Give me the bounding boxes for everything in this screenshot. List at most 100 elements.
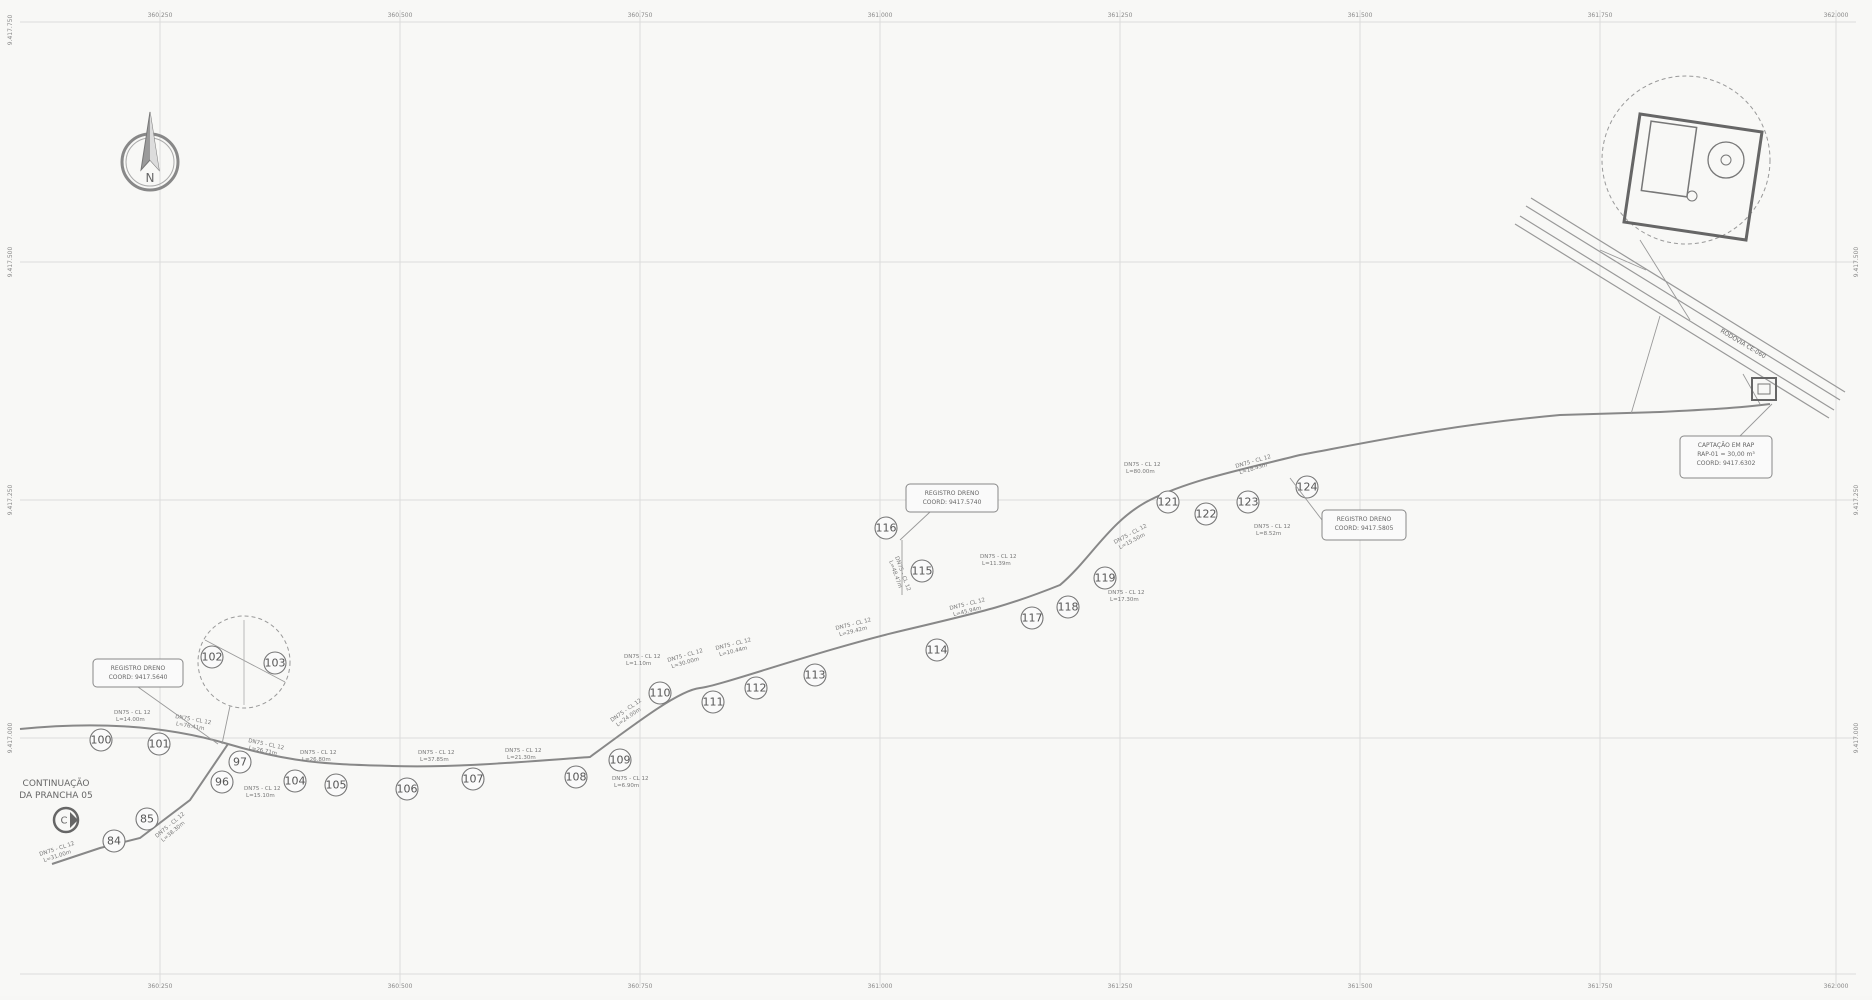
callout-text: CAPTAÇÃO EM RAP — [1698, 442, 1755, 449]
node-marker-118[interactable]: 118 — [1056, 595, 1080, 619]
node-label: 84 — [107, 835, 121, 848]
north-arrow-icon: N — [120, 111, 180, 192]
node-marker-111[interactable]: 111 — [701, 690, 725, 714]
top-coordinate-label: 360.250 — [148, 12, 173, 19]
node-marker-113[interactable]: 113 — [803, 663, 827, 687]
node-label: 117 — [1022, 612, 1043, 625]
top-coordinate-label: 360.750 — [628, 12, 653, 19]
node-marker-116[interactable]: 116 — [874, 516, 898, 540]
node-marker-109[interactable]: 109 — [608, 748, 632, 772]
pipe-segment-label: DN75 - CL 12L=8.52m — [1254, 524, 1290, 537]
pipe-segment-label: DN75 - CL 12L=76.41m — [175, 714, 212, 732]
pipe-segment-label: DN75 - CL 12L=18.43m — [1235, 454, 1272, 476]
callout-text: COORD: 9417.5740 — [923, 499, 982, 506]
right-coordinate-label: 9.417.500 — [1853, 247, 1860, 278]
continuation-letter: C — [61, 816, 68, 827]
pipe-segment-label: DN75 - CL 12L=26.80m — [300, 750, 336, 763]
node-marker-107[interactable]: 107 — [461, 767, 485, 791]
node-marker-108[interactable]: 108 — [564, 765, 588, 789]
right-coordinate-label: 9.417.000 — [1853, 723, 1860, 754]
callout-box[interactable]: REGISTRO DRENO COORD: 9417.5740 — [899, 483, 999, 541]
callout-box[interactable]: REGISTRO DRENO COORD: 9417.5640 — [92, 658, 219, 745]
segment-spec: DN75 - CL 12 — [418, 750, 454, 756]
node-label: 111 — [703, 696, 724, 709]
node-label: 100 — [91, 734, 112, 747]
node-marker-101[interactable]: 101 — [147, 732, 171, 756]
callout-text: REGISTRO DRENO — [925, 490, 980, 497]
segment-spec: DN75 - CL 12 — [980, 554, 1016, 560]
node-label: 122 — [1196, 508, 1217, 521]
node-label: 101 — [149, 738, 170, 751]
node-marker-112[interactable]: 112 — [744, 676, 768, 700]
node-label: 114 — [927, 644, 948, 657]
node-label: 115 — [912, 565, 933, 578]
node-marker-103[interactable]: 103 — [263, 651, 287, 675]
pipe-segment-label: DN75 - CL 12L=14.00m — [114, 710, 150, 723]
continuation-marker[interactable]: CONTINUAÇÃO DA PRANCHA 05 C — [19, 778, 93, 834]
node-marker-102[interactable]: 102 — [200, 645, 224, 669]
node-label: 113 — [805, 669, 826, 682]
node-marker-105[interactable]: 105 — [324, 773, 348, 797]
pipe-segment-label: DN75 - CL 12L=26.71m — [248, 738, 285, 757]
pipe-segment-label: DN75 - CL 12L=48.47m — [887, 556, 911, 592]
pipe-segment-label: DN75 - CL 12L=1.10m — [624, 654, 660, 667]
top-coordinate-label: 362.000 — [1824, 12, 1849, 19]
node-label: 112 — [746, 682, 767, 695]
callout-text: COORD: 9417.5640 — [109, 674, 168, 681]
node-marker-104[interactable]: 104 — [283, 769, 307, 793]
node-label: 107 — [463, 773, 484, 786]
segment-length: L=14.00m — [116, 717, 145, 723]
node-label: 109 — [610, 754, 631, 767]
top-coordinate-label: 361.250 — [1108, 12, 1133, 19]
pipe-segment-label: DN75 - CL 12L=17.30m — [1108, 590, 1144, 603]
segment-length: L=11.39m — [982, 561, 1011, 567]
pipe-segment-label: DN75 - CL 12L=37.85m — [418, 750, 454, 763]
node-marker-96[interactable]: 96 — [210, 770, 234, 794]
segment-spec: DN75 - CL 12 — [612, 776, 648, 782]
pipe-segment-label: DN75 - CL 12L=15.10m — [244, 786, 280, 799]
bottom-coordinate-label: 361.000 — [868, 983, 893, 990]
node-marker-85[interactable]: 85 — [135, 807, 159, 831]
coordinate-grid — [20, 10, 1856, 986]
segment-spec: DN75 - CL 12 — [244, 786, 280, 792]
callout-box[interactable]: REGISTRO DRENO COORD: 9417.5805 — [1289, 477, 1407, 541]
pipe-segment-label: DN75 - CL 12L=24.00m — [610, 698, 643, 728]
node-marker-114[interactable]: 114 — [925, 638, 949, 662]
node-label: 124 — [1297, 481, 1318, 494]
node-marker-97[interactable]: 97 — [228, 750, 252, 774]
left-coordinate-label: 9.417.000 — [7, 723, 14, 754]
node-marker-121[interactable]: 121 — [1156, 490, 1180, 514]
node-label: 121 — [1158, 496, 1179, 509]
node-label: 123 — [1238, 496, 1259, 509]
node-label: 119 — [1095, 572, 1116, 585]
node-marker-124[interactable]: 124 — [1295, 475, 1319, 499]
bottom-coordinate-label: 360.750 — [628, 983, 653, 990]
segment-length: L=80.00m — [1126, 469, 1155, 475]
node-marker-123[interactable]: 123 — [1236, 490, 1260, 514]
node-marker-115[interactable]: 115 — [910, 559, 934, 583]
node-marker-84[interactable]: 84 — [102, 829, 126, 853]
top-coordinate-label: 361.750 — [1588, 12, 1613, 19]
node-marker-119[interactable]: 119 — [1093, 566, 1117, 590]
north-arrow-letter: N — [146, 171, 155, 185]
continuation-line1: CONTINUAÇÃO — [23, 778, 90, 789]
left-coordinate-label: 9.417.750 — [7, 15, 14, 46]
callout-box[interactable]: CAPTAÇÃO EM RAP RAP-01 = 30,00 m³ COORD: 9… — [1679, 403, 1773, 479]
pipe-segment-label: DN75 - CL 12L=29.42m — [835, 617, 872, 638]
segment-length: L=37.85m — [420, 757, 449, 763]
callout-text: COORD: 9417.6302 — [1697, 460, 1756, 467]
node-marker-106[interactable]: 106 — [395, 777, 419, 801]
grid-coordinate-labels: 360.250 360.500 360.750 361.000 361.250 … — [7, 12, 1860, 990]
bottom-coordinate-label: 361.500 — [1348, 983, 1373, 990]
node-marker-117[interactable]: 117 — [1020, 606, 1044, 630]
segment-length: L=21.30m — [507, 755, 536, 761]
segment-spec: DN75 - CL 12 — [114, 710, 150, 716]
top-coordinate-label: 361.000 — [868, 12, 893, 19]
node-marker-122[interactable]: 122 — [1194, 502, 1218, 526]
bottom-coordinate-label: 362.000 — [1824, 983, 1849, 990]
node-marker-100[interactable]: 100 — [89, 728, 113, 752]
node-marker-110[interactable]: 110 — [648, 681, 672, 705]
bottom-coordinate-label: 361.750 — [1588, 983, 1613, 990]
node-label: 106 — [397, 783, 418, 796]
